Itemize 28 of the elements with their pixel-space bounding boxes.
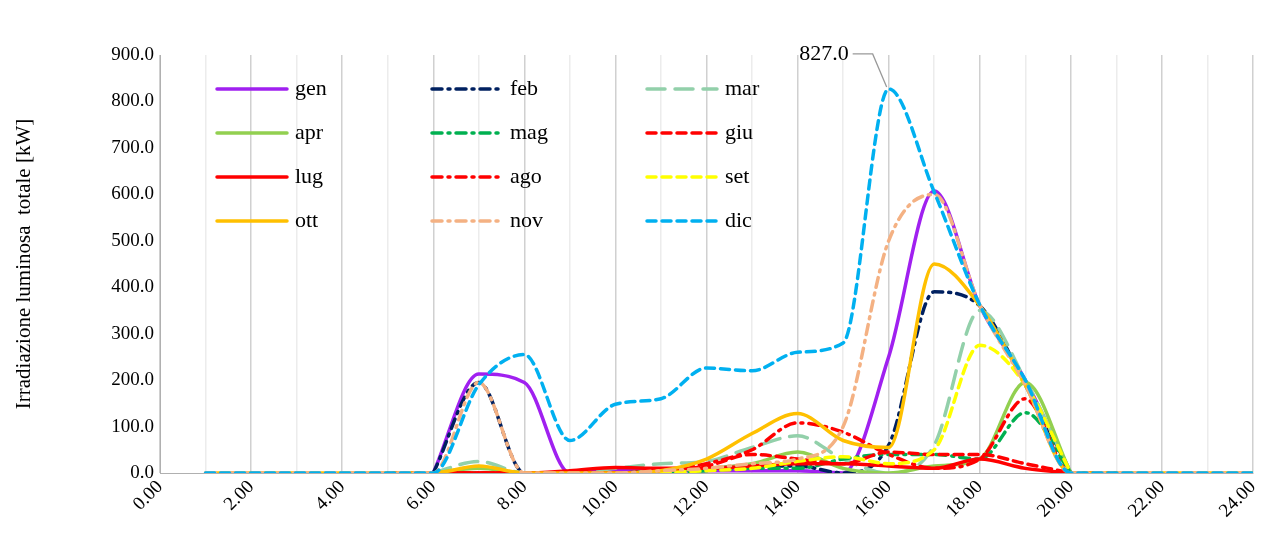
x-tick-label: 2.00 [219,475,258,514]
y-tick-label: 100.0 [111,414,154,436]
y-tick-label: 800.0 [111,89,154,111]
legend-label: apr [295,118,324,144]
legend-label: ago [510,162,542,188]
y-tick-label: 0.0 [130,460,154,482]
y-tick-label: 700.0 [111,135,154,157]
y-tick-label: 600.0 [111,182,154,204]
x-tick-label: 8.00 [492,475,531,514]
legend-label: feb [510,74,539,100]
legend-label: nov [510,206,543,232]
x-tick-label: 6.00 [401,475,440,514]
y-tick-label: 900.0 [111,42,154,64]
legend-label: mag [510,118,548,144]
legend-label: ott [295,206,319,232]
y-axis-title: Irradiazione luminosa totale [kW] [11,118,36,410]
legend-label: dic [725,206,753,232]
y-tick-label: 300.0 [111,321,154,343]
legend-label: mar [725,74,760,100]
y-tick-label: 400.0 [111,275,154,297]
legend-label: set [725,162,750,188]
legend-label: gen [295,74,327,100]
legend-label: giu [725,118,754,144]
y-tick-label: 200.0 [111,368,154,390]
x-tick-label: 4.00 [310,475,349,514]
annotation: 827.0 [799,39,849,65]
legend-label: lug [295,162,324,188]
y-tick-label: 500.0 [111,228,154,250]
